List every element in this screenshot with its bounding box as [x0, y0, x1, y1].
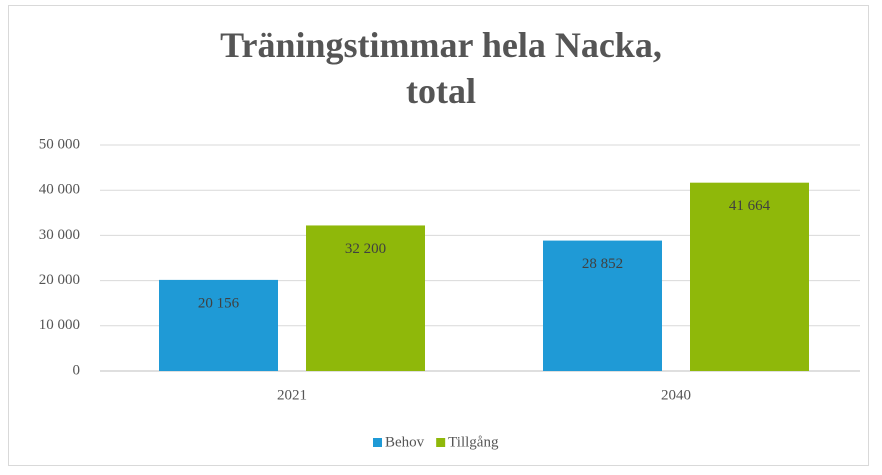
value-label: 20 156 [198, 295, 240, 311]
x-tick-label: 2040 [661, 387, 691, 403]
y-tick-label: 30 000 [39, 227, 80, 243]
y-tick-label: 0 [73, 362, 81, 378]
legend-swatch [373, 438, 382, 447]
legend-label: Behov [385, 434, 425, 450]
value-label: 28 852 [582, 256, 623, 272]
bar [306, 225, 425, 371]
y-tick-label: 40 000 [39, 182, 80, 198]
bar [543, 240, 662, 371]
value-label: 32 200 [345, 241, 386, 257]
x-tick-label: 2021 [277, 387, 307, 403]
chart-title: Träningstimmar hela Nacka, total [220, 25, 662, 111]
legend-label: Tillgång [448, 434, 499, 450]
y-tick-label: 50 000 [39, 136, 80, 152]
y-tick-label: 20 000 [39, 272, 80, 288]
y-tick-label: 10 000 [39, 317, 80, 333]
legend-swatch [436, 438, 446, 447]
value-label: 41 664 [729, 198, 771, 214]
bar [159, 279, 278, 371]
bar [690, 182, 809, 371]
